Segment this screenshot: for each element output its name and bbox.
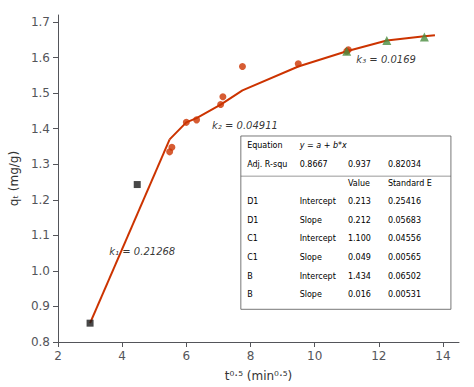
svg-text:10: 10 (307, 349, 322, 363)
svg-text:0.82034: 0.82034 (388, 160, 421, 169)
svg-text:2: 2 (54, 349, 62, 363)
svg-text:4: 4 (118, 349, 126, 363)
svg-text:1.2: 1.2 (31, 193, 50, 207)
svg-text:0.8: 0.8 (31, 335, 50, 349)
svg-text:1.100: 1.100 (348, 234, 371, 243)
svg-text:1.3: 1.3 (31, 157, 50, 171)
svg-text:6: 6 (182, 349, 190, 363)
svg-text:Slope: Slope (300, 290, 322, 299)
svg-text:0.049: 0.049 (348, 253, 371, 262)
svg-text:Intercept: Intercept (300, 234, 336, 243)
svg-text:0.06502: 0.06502 (388, 272, 421, 281)
svg-text:C1: C1 (247, 253, 258, 262)
svg-text:Slope: Slope (300, 253, 322, 262)
svg-text:t⁰·⁵ (min⁰·⁵): t⁰·⁵ (min⁰·⁵) (225, 369, 292, 383)
svg-text:0.00531: 0.00531 (388, 290, 421, 299)
svg-text:y = a + b*x: y = a + b*x (299, 141, 347, 150)
svg-text:B: B (247, 272, 253, 281)
svg-text:1.0: 1.0 (31, 264, 50, 278)
svg-text:0.00565: 0.00565 (388, 253, 421, 262)
svg-text:Intercept: Intercept (300, 272, 336, 281)
svg-text:0.213: 0.213 (348, 197, 371, 206)
svg-text:0.8667: 0.8667 (300, 160, 328, 169)
svg-text:1.1: 1.1 (31, 228, 50, 242)
svg-text:D1: D1 (247, 216, 258, 225)
svg-text:1.7: 1.7 (31, 15, 50, 29)
svg-text:B: B (247, 290, 253, 299)
svg-text:k₃ = 0.0169: k₃ = 0.0169 (356, 54, 416, 65)
svg-text:0.212: 0.212 (348, 216, 371, 225)
svg-text:0.937: 0.937 (348, 160, 371, 169)
svg-text:D1: D1 (247, 197, 258, 206)
svg-text:0.25416: 0.25416 (388, 197, 421, 206)
svg-text:qₜ (mg/g): qₜ (mg/g) (7, 151, 21, 206)
svg-text:Standard E: Standard E (388, 179, 432, 188)
svg-text:Slope: Slope (300, 216, 322, 225)
svg-text:Value: Value (348, 179, 370, 188)
svg-text:0.05683: 0.05683 (388, 216, 421, 225)
svg-text:0.9: 0.9 (31, 299, 50, 313)
svg-text:k₁ = 0.21268: k₁ = 0.21268 (109, 246, 175, 257)
svg-text:k₂ = 0.04911: k₂ = 0.04911 (212, 120, 278, 131)
svg-text:0.04556: 0.04556 (388, 234, 421, 243)
svg-text:1.5: 1.5 (31, 86, 50, 100)
svg-text:1.6: 1.6 (31, 51, 50, 65)
svg-text:1.434: 1.434 (348, 272, 371, 281)
svg-text:Adj. R-squ: Adj. R-squ (247, 160, 287, 169)
svg-text:Intercept: Intercept (300, 197, 336, 206)
svg-text:C1: C1 (247, 234, 258, 243)
svg-text:1.4: 1.4 (31, 122, 50, 136)
svg-text:12: 12 (371, 349, 386, 363)
svg-text:Equation: Equation (247, 141, 282, 150)
svg-text:8: 8 (247, 349, 255, 363)
svg-text:14: 14 (435, 349, 450, 363)
svg-text:0.016: 0.016 (348, 290, 371, 299)
